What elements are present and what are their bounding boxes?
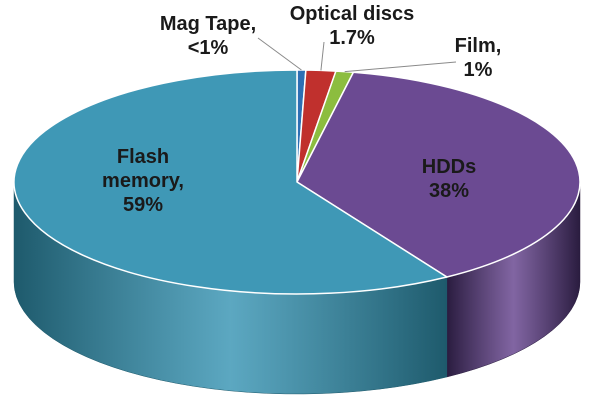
data-labels: Mag Tape, <1% Optical discs 1.7% Film, 1% HDDs… xyxy=(102,3,501,216)
leader-line-film xyxy=(344,61,457,73)
data-label-line: 1% xyxy=(464,59,493,81)
data-label-line: HDDs xyxy=(422,156,476,178)
data-label-line: Flash xyxy=(117,146,169,168)
data-label-line: 59% xyxy=(123,194,163,216)
pie-tops xyxy=(13,69,581,295)
data-label-mag-tape: Mag Tape, <1% xyxy=(160,13,256,59)
data-label-line: Mag Tape, xyxy=(160,13,256,35)
data-label-film: Film, 1% xyxy=(455,35,502,81)
leader-line-mag-tape xyxy=(257,37,302,71)
leader-lines xyxy=(257,37,457,73)
data-label-line: 1.7% xyxy=(329,27,375,49)
data-label-flash-memory: Flash memory, 59% xyxy=(102,146,184,216)
data-label-line: 38% xyxy=(429,180,469,202)
pie-slice-hdds xyxy=(296,71,581,278)
data-label-optical-discs: Optical discs 1.7% xyxy=(290,3,415,49)
data-label-line: Film, xyxy=(455,35,502,57)
data-label-hdds: HDDs 38% xyxy=(422,156,476,202)
data-label-line: <1% xyxy=(188,37,229,59)
leader-line-optical-discs xyxy=(320,41,325,71)
data-label-line: Optical discs xyxy=(290,3,415,25)
pie-slice-flash-memory xyxy=(13,69,448,295)
data-label-line: memory, xyxy=(102,170,184,192)
